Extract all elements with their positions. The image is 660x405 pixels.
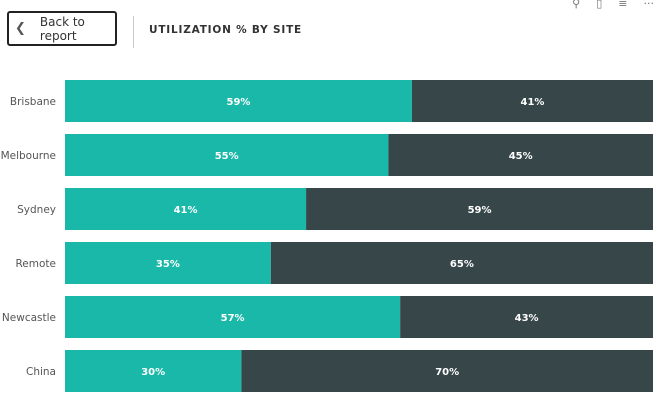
bar-segment[interactable] [306, 188, 653, 230]
category-label: China [26, 366, 56, 378]
divider [133, 16, 134, 48]
category-label: Sydney [17, 204, 56, 216]
bar-segment[interactable] [65, 188, 307, 230]
data-label: 35% [156, 259, 180, 270]
bar-segment[interactable] [65, 296, 401, 338]
category-label: Remote [15, 258, 56, 270]
bar-segment[interactable] [65, 350, 242, 392]
data-label: 41% [174, 205, 198, 216]
more-icon[interactable]: ··· [643, 0, 655, 10]
pin-icon[interactable]: ⚲ [572, 0, 581, 10]
data-label: 43% [515, 313, 539, 324]
chevron-left-icon: ❮ [15, 21, 26, 36]
data-label: 59% [468, 205, 492, 216]
bar-segment[interactable] [270, 242, 653, 284]
data-label: 65% [450, 259, 474, 270]
bar-segment[interactable] [65, 242, 271, 284]
data-label: 57% [221, 313, 245, 324]
copy-icon[interactable]: ▯ [596, 0, 603, 10]
bar-segment[interactable] [241, 350, 653, 392]
bar-segment[interactable] [65, 134, 389, 176]
data-label: 70% [435, 367, 459, 378]
category-label: Newcastle [2, 312, 56, 324]
back-to-report-button[interactable]: ❮ Back to report [7, 11, 117, 46]
data-label: 55% [215, 151, 239, 162]
bar-segment[interactable] [411, 80, 653, 122]
category-label: Brisbane [10, 96, 56, 108]
data-label: 30% [141, 367, 165, 378]
bar-segment[interactable] [400, 296, 653, 338]
data-label: 41% [520, 97, 544, 108]
chart-title: UTILIZATION % BY SITE [149, 24, 303, 36]
data-label: 59% [226, 97, 250, 108]
visual-header-icons: ⚲ ▯ ≡ ··· [572, 0, 654, 10]
back-label: Back to report [39, 14, 85, 43]
bar-segment[interactable] [65, 80, 412, 122]
filter-icon[interactable]: ≡ [618, 0, 628, 10]
category-label: Melbourne [1, 150, 56, 162]
data-label: 45% [509, 151, 533, 162]
bar-segment[interactable] [388, 134, 653, 176]
